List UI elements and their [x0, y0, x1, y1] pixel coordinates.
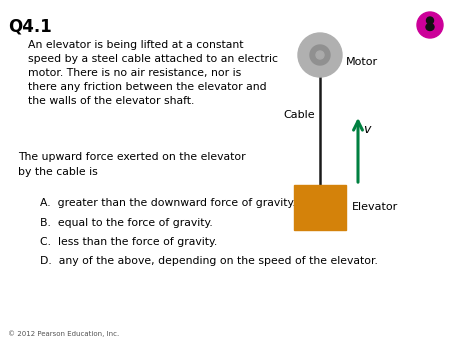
Text: © 2012 Pearson Education, Inc.: © 2012 Pearson Education, Inc.: [8, 330, 119, 337]
Text: Motor: Motor: [346, 57, 378, 67]
Circle shape: [298, 33, 342, 77]
Text: A.  greater than the downward force of gravity.: A. greater than the downward force of gr…: [40, 198, 296, 208]
Text: $v$: $v$: [363, 123, 373, 136]
Ellipse shape: [426, 24, 434, 30]
Text: Q4.1: Q4.1: [8, 18, 52, 36]
Text: An elevator is being lifted at a constant
speed by a steel cable attached to an : An elevator is being lifted at a constan…: [28, 40, 278, 106]
Text: The upward force exerted on the elevator
by the cable is: The upward force exerted on the elevator…: [18, 152, 246, 177]
Text: Elevator: Elevator: [352, 202, 398, 212]
Text: B.  equal to the force of gravity.: B. equal to the force of gravity.: [40, 218, 213, 228]
Text: Cable: Cable: [284, 110, 315, 120]
Circle shape: [417, 12, 443, 38]
Text: C.  less than the force of gravity.: C. less than the force of gravity.: [40, 237, 217, 247]
Circle shape: [310, 45, 330, 65]
Circle shape: [316, 51, 324, 59]
Bar: [294, 185, 346, 230]
Text: D.  any of the above, depending on the speed of the elevator.: D. any of the above, depending on the sp…: [40, 256, 378, 266]
Circle shape: [427, 17, 433, 24]
